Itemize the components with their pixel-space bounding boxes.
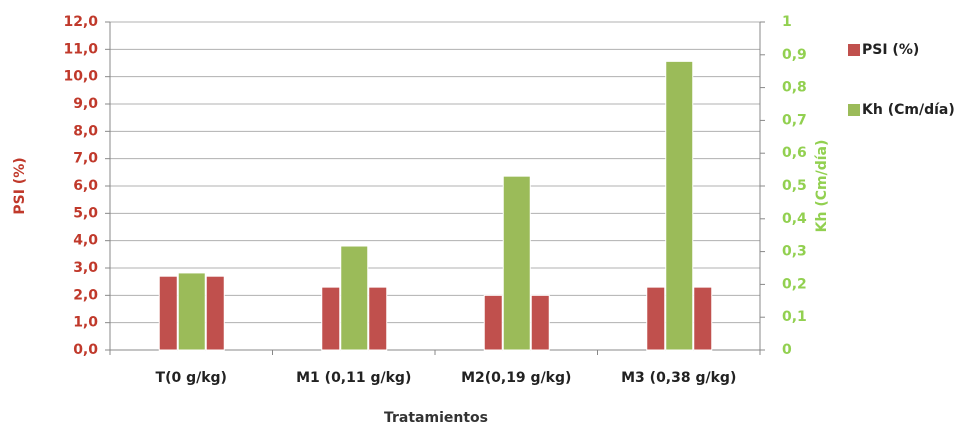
y2-tick-label: 0,5 — [782, 178, 807, 194]
legend-swatch — [848, 44, 860, 56]
x-tick-label: M3 (0,38 g/kg) — [621, 370, 736, 386]
x-tick-label: M2(0,19 g/kg) — [461, 370, 571, 386]
y-tick-label: 1,0 — [73, 315, 98, 331]
y-tick-label: 7,0 — [73, 151, 98, 167]
y-tick-label: 12,0 — [63, 14, 98, 30]
y2-axis-title: Kh (Cm/día) — [814, 140, 830, 233]
x-tick-label: T(0 g/kg) — [156, 370, 227, 386]
bar — [483, 294, 503, 351]
y2-tick-label: 0,8 — [782, 80, 807, 96]
y-tick-label: 8,0 — [73, 123, 98, 139]
y2-tick-label: 0,4 — [782, 211, 807, 227]
y2-tick-label: 0 — [782, 342, 792, 358]
bar — [646, 286, 666, 351]
x-axis-title: Tratamientos — [384, 410, 488, 426]
legend-label: PSI (%) — [862, 42, 919, 58]
bar — [368, 286, 388, 351]
y2-tick-label: 0,2 — [782, 276, 807, 292]
y-tick-label: 0,0 — [73, 342, 98, 358]
bar — [530, 294, 550, 351]
y-tick-label: 9,0 — [73, 96, 98, 112]
y-tick-label: 4,0 — [73, 233, 98, 249]
y2-tick-label: 0,3 — [782, 244, 807, 260]
y-tick-label: 3,0 — [73, 260, 98, 276]
y2-tick-label: 0,9 — [782, 47, 807, 63]
y2-tick-label: 0,7 — [782, 112, 807, 128]
y-axis-title: PSI (%) — [12, 157, 28, 214]
y-tick-label: 5,0 — [73, 205, 98, 221]
bar — [205, 275, 225, 351]
y-tick-label: 2,0 — [73, 287, 98, 303]
bar — [158, 275, 178, 351]
bar — [502, 175, 531, 351]
bar — [665, 60, 694, 351]
bar — [321, 286, 341, 351]
y-tick-label: 10,0 — [63, 69, 98, 85]
y2-tick-label: 1 — [782, 14, 792, 30]
legend-label: Kh (Cm/día) — [862, 102, 955, 118]
y2-tick-label: 0,6 — [782, 145, 807, 161]
legend-swatch — [848, 104, 860, 116]
bar — [340, 245, 369, 351]
y-tick-label: 11,0 — [63, 41, 98, 57]
x-tick-label: M1 (0,11 g/kg) — [296, 370, 411, 386]
bar — [177, 272, 206, 351]
y-tick-label: 6,0 — [73, 178, 98, 194]
bar — [693, 286, 713, 351]
y2-tick-label: 0,1 — [782, 309, 807, 325]
